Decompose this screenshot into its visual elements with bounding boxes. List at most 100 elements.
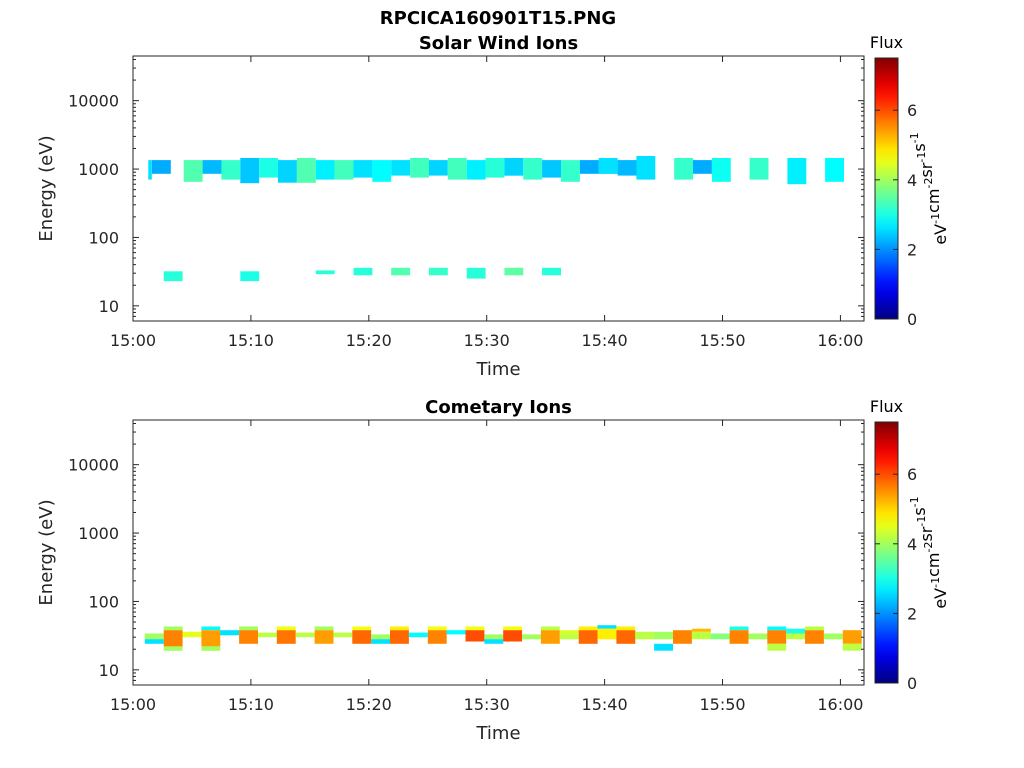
colorbar-title: Flux	[870, 397, 903, 416]
colorbar-tick-label: 0	[907, 674, 917, 693]
colorbar-tick-label: 4	[907, 535, 917, 554]
y-tick-label: 10	[99, 297, 119, 316]
x-tick-label: 15:20	[346, 331, 392, 350]
x-tick-label: 15:50	[699, 695, 745, 714]
colorbar-units: eV-1cm-2sr-1s-1	[908, 496, 950, 608]
heatmap-cell	[578, 626, 598, 631]
heatmap-cell	[465, 630, 485, 642]
x-tick-label: 15:00	[110, 695, 156, 714]
heatmap-cell	[559, 634, 579, 640]
heatmap-cell	[691, 631, 711, 640]
x-tick-label: 16:00	[817, 331, 863, 350]
plot-frame	[132, 55, 865, 322]
heatmap-cell	[466, 160, 486, 180]
heatmap-cell	[636, 156, 656, 180]
heatmap-cell	[503, 630, 523, 642]
heatmap-cell	[371, 639, 391, 644]
heatmap-cell	[353, 160, 373, 178]
panel-title: Solar Wind Ions	[419, 33, 578, 54]
cometary-panel: Cometary Ions 15:00 15:10 15:20 15:30 15:40 15…	[36, 397, 950, 744]
heatmap-cell	[371, 634, 391, 640]
heatmap-cell	[749, 158, 769, 180]
heatmap-cell	[578, 630, 598, 644]
heatmap-cell	[428, 160, 448, 176]
plot-frame	[132, 419, 865, 686]
heatmap-cell	[278, 160, 297, 183]
heatmap-cell	[823, 633, 843, 640]
heatmap-cell	[333, 632, 353, 638]
heatmap-cell	[239, 626, 258, 631]
heatmap-cell	[163, 271, 183, 282]
colorbar-units: eV-1cm-2sr-1s-1	[908, 132, 950, 244]
heatmap-cell	[390, 630, 409, 644]
heatmap-cell	[654, 643, 673, 651]
colorbar-tick-label: 0	[907, 310, 917, 329]
heatmap-cell	[767, 630, 787, 644]
heatmap-cell	[485, 158, 505, 178]
heatmap-cell	[484, 639, 504, 644]
heatmap-cell	[842, 643, 862, 651]
heatmap-cell	[597, 625, 617, 629]
heatmap-cell	[561, 160, 580, 182]
heatmap-cell	[729, 626, 749, 631]
heatmap-cell	[427, 626, 447, 631]
heatmap-cell	[314, 630, 334, 644]
x-tick-label: 15:40	[582, 331, 628, 350]
x-tick-label: 16:00	[817, 695, 863, 714]
heatmap-cell	[447, 158, 467, 180]
heatmap-cell	[163, 630, 183, 647]
colorbar-tick-label: 2	[907, 604, 917, 623]
heatmap-cell	[617, 160, 637, 176]
colorbar-tick-label: 2	[907, 240, 917, 259]
heatmap-cell	[503, 626, 523, 631]
heatmap-cell	[842, 630, 862, 644]
heatmap-cell	[391, 267, 411, 276]
heatmap-cell	[334, 160, 354, 180]
y-tick-label: 1000	[78, 160, 119, 179]
heatmap-cell	[504, 267, 524, 276]
heatmap-cell	[465, 626, 485, 631]
heatmap-cell	[786, 628, 806, 634]
x-tick-label: 15:30	[464, 331, 510, 350]
heatmap-cell	[542, 160, 561, 178]
heatmap-cell	[151, 160, 171, 174]
heatmap-cell	[201, 646, 221, 651]
heatmap-cell	[201, 630, 221, 647]
heatmap-cell	[597, 628, 617, 640]
heatmap-cell	[579, 160, 599, 174]
heatmap-cell	[674, 158, 694, 180]
heatmap-cell	[148, 160, 152, 180]
heatmap-cell	[372, 160, 392, 182]
heatmap-cell	[522, 634, 541, 640]
y-tick-label: 10000	[68, 92, 119, 111]
x-axis-label: Time	[475, 723, 520, 744]
heatmap-cell	[428, 267, 448, 276]
heatmap-cell	[315, 270, 335, 275]
y-tick-label: 1000	[78, 524, 119, 543]
heatmap-cell	[391, 160, 411, 176]
heatmap-cell	[466, 267, 486, 279]
heatmap-cell	[484, 634, 504, 640]
y-tick-label: 100	[88, 592, 119, 611]
heatmap-cell	[182, 631, 202, 638]
heatmap-cell	[540, 626, 560, 631]
heatmap-cell	[315, 160, 335, 180]
heatmap-cell	[825, 158, 844, 182]
heatmap-cell	[805, 630, 824, 644]
heatmap-cell	[163, 646, 183, 651]
colorbar	[874, 421, 899, 684]
heatmap-cell	[711, 158, 731, 182]
heatmap-cell	[598, 158, 618, 174]
x-tick-label: 15:50	[699, 331, 745, 350]
heatmap-cell	[276, 630, 296, 644]
heatmap-cell	[767, 626, 787, 631]
figure-title: RPCICA160901T15.PNG	[380, 8, 616, 29]
heatmap-cell	[673, 630, 692, 644]
heatmap-cell	[144, 633, 164, 640]
heatmap-cell	[352, 630, 372, 644]
heatmap-cell	[693, 160, 712, 174]
heatmap-cell	[144, 639, 164, 644]
x-tick-label: 15:00	[110, 331, 156, 350]
heatmap-cell	[221, 160, 241, 180]
y-axis-label: Energy (eV)	[36, 135, 57, 241]
